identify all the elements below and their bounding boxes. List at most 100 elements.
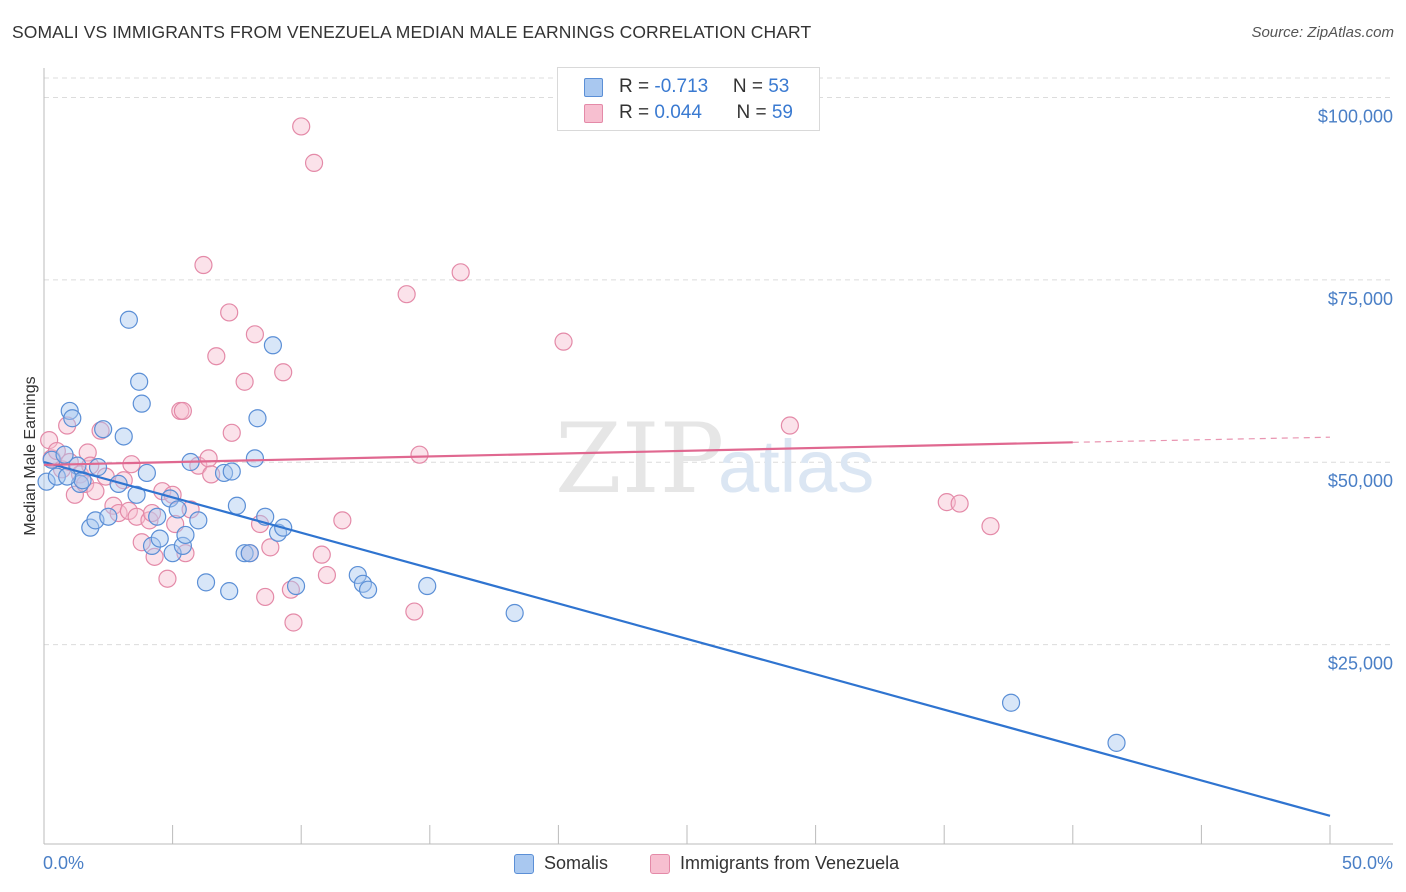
venezuela-point [245,325,265,344]
trend-lines [43,436,1331,817]
somali-point [148,507,167,526]
venezuela-point [220,303,239,322]
series-somali-points [37,310,1126,752]
venezuela-point [145,547,164,566]
somali-point [137,463,156,483]
somali-point [263,336,283,355]
venezuela-point [312,545,331,564]
venezuela-point [292,117,311,136]
somali-point [189,511,208,530]
somali-point [63,409,82,428]
venezuela-point [405,602,424,621]
venezuela-point [780,416,799,435]
legend-swatch-somalis [584,78,603,97]
somali-point [220,582,239,601]
venezuela-trend-line [43,441,1073,467]
venezuela-point [222,423,241,442]
venezuela-point [554,332,573,351]
venezuela-point [132,533,151,552]
watermark-zip: ZIP [555,403,724,515]
y-tick-labels: $25,000 $50,000 $75,000 $100,000 [1318,106,1393,673]
legend-swatch-venezuela [584,104,603,123]
venezuela-point [194,255,213,275]
somali-point [168,500,187,519]
somali-point [196,573,216,592]
legend-r-label: R = [619,76,655,97]
legend-n-label: N = [732,76,769,97]
venezuela-point [284,613,303,632]
somali-point [114,427,133,446]
x-tick-label-start: 0.0% [43,853,84,873]
somali-point [55,445,74,464]
somali-point [505,603,524,623]
venezuela-point [317,565,337,585]
somali-point [1107,733,1126,752]
somali-point [227,496,246,515]
somali-point [286,576,306,596]
bottom-legend-swatch-somalis [514,854,534,874]
somali-point [240,544,259,563]
somali-point [348,565,367,585]
somali-point [163,544,182,563]
somali-point [418,576,437,596]
chart-title: SOMALI VS IMMIGRANTS FROM VENEZUELA MEDI… [12,22,812,42]
somali-point [150,529,169,548]
venezuela-point [256,587,275,607]
venezuela-point [451,263,470,282]
bottom-legend-label-somalis: Somalis [544,853,609,873]
bottom-legend-label-venezuela: Immigrants from Venezuela [680,853,900,873]
legend-r-value: -0.713 [654,76,709,97]
venezuela-point [261,538,280,557]
legend-n-value: 53 [768,76,790,97]
y-tick-label: $100,000 [1318,106,1393,126]
venezuela-point [199,449,218,468]
venezuela-point [158,569,177,588]
y-axis-label: Median Male Earnings [22,376,39,535]
series-venezuela-points [40,117,1000,632]
somali-point [99,507,118,526]
somali-trend-line [43,460,1331,817]
legend-n-value: 59 [771,102,793,123]
venezuela-point [274,363,293,382]
correlation-legend: R = -0.713 N = 53 R = 0.044 N = 59 [557,67,820,131]
legend-n-label: N = [736,102,772,123]
venezuela-point [173,401,192,421]
somali-point [88,458,108,477]
somali-point [119,310,138,329]
somali-point [353,574,373,593]
somali-point [47,467,66,486]
somali-point [176,525,195,545]
somali-point [222,462,241,481]
venezuela-point [397,285,416,304]
watermark: ZIP atlas [555,403,874,515]
venezuela-point [235,372,254,391]
source-label: Source: ZipAtlas.com [1251,24,1394,41]
legend-r-label: R = [619,102,655,123]
somali-point [130,372,149,391]
y-tick-label: $75,000 [1328,289,1393,309]
somali-point [142,536,162,555]
venezuela-point [333,511,352,530]
somali-point [132,394,151,413]
somali-point [214,463,234,483]
watermark-atlas: atlas [718,425,874,508]
somali-point [235,544,254,563]
somali-point [173,536,192,555]
somali-point [245,449,265,468]
somali-point [60,401,79,421]
somali-point [127,485,146,504]
venezuela-point [981,517,1000,536]
somali-point [37,472,56,491]
y-tick-label: $25,000 [1328,654,1393,674]
bottom-legend-swatch-venezuela [650,854,670,874]
somali-point [94,420,113,439]
legend-r-value: 0.044 [654,102,702,123]
somali-point [358,580,378,599]
y-tick-label: $50,000 [1328,471,1393,491]
somali-point [1001,693,1021,712]
venezuela-point [207,347,226,366]
venezuela-point [86,482,105,501]
x-tick-label-end: 50.0% [1342,853,1393,873]
venezuela-point [410,445,429,464]
